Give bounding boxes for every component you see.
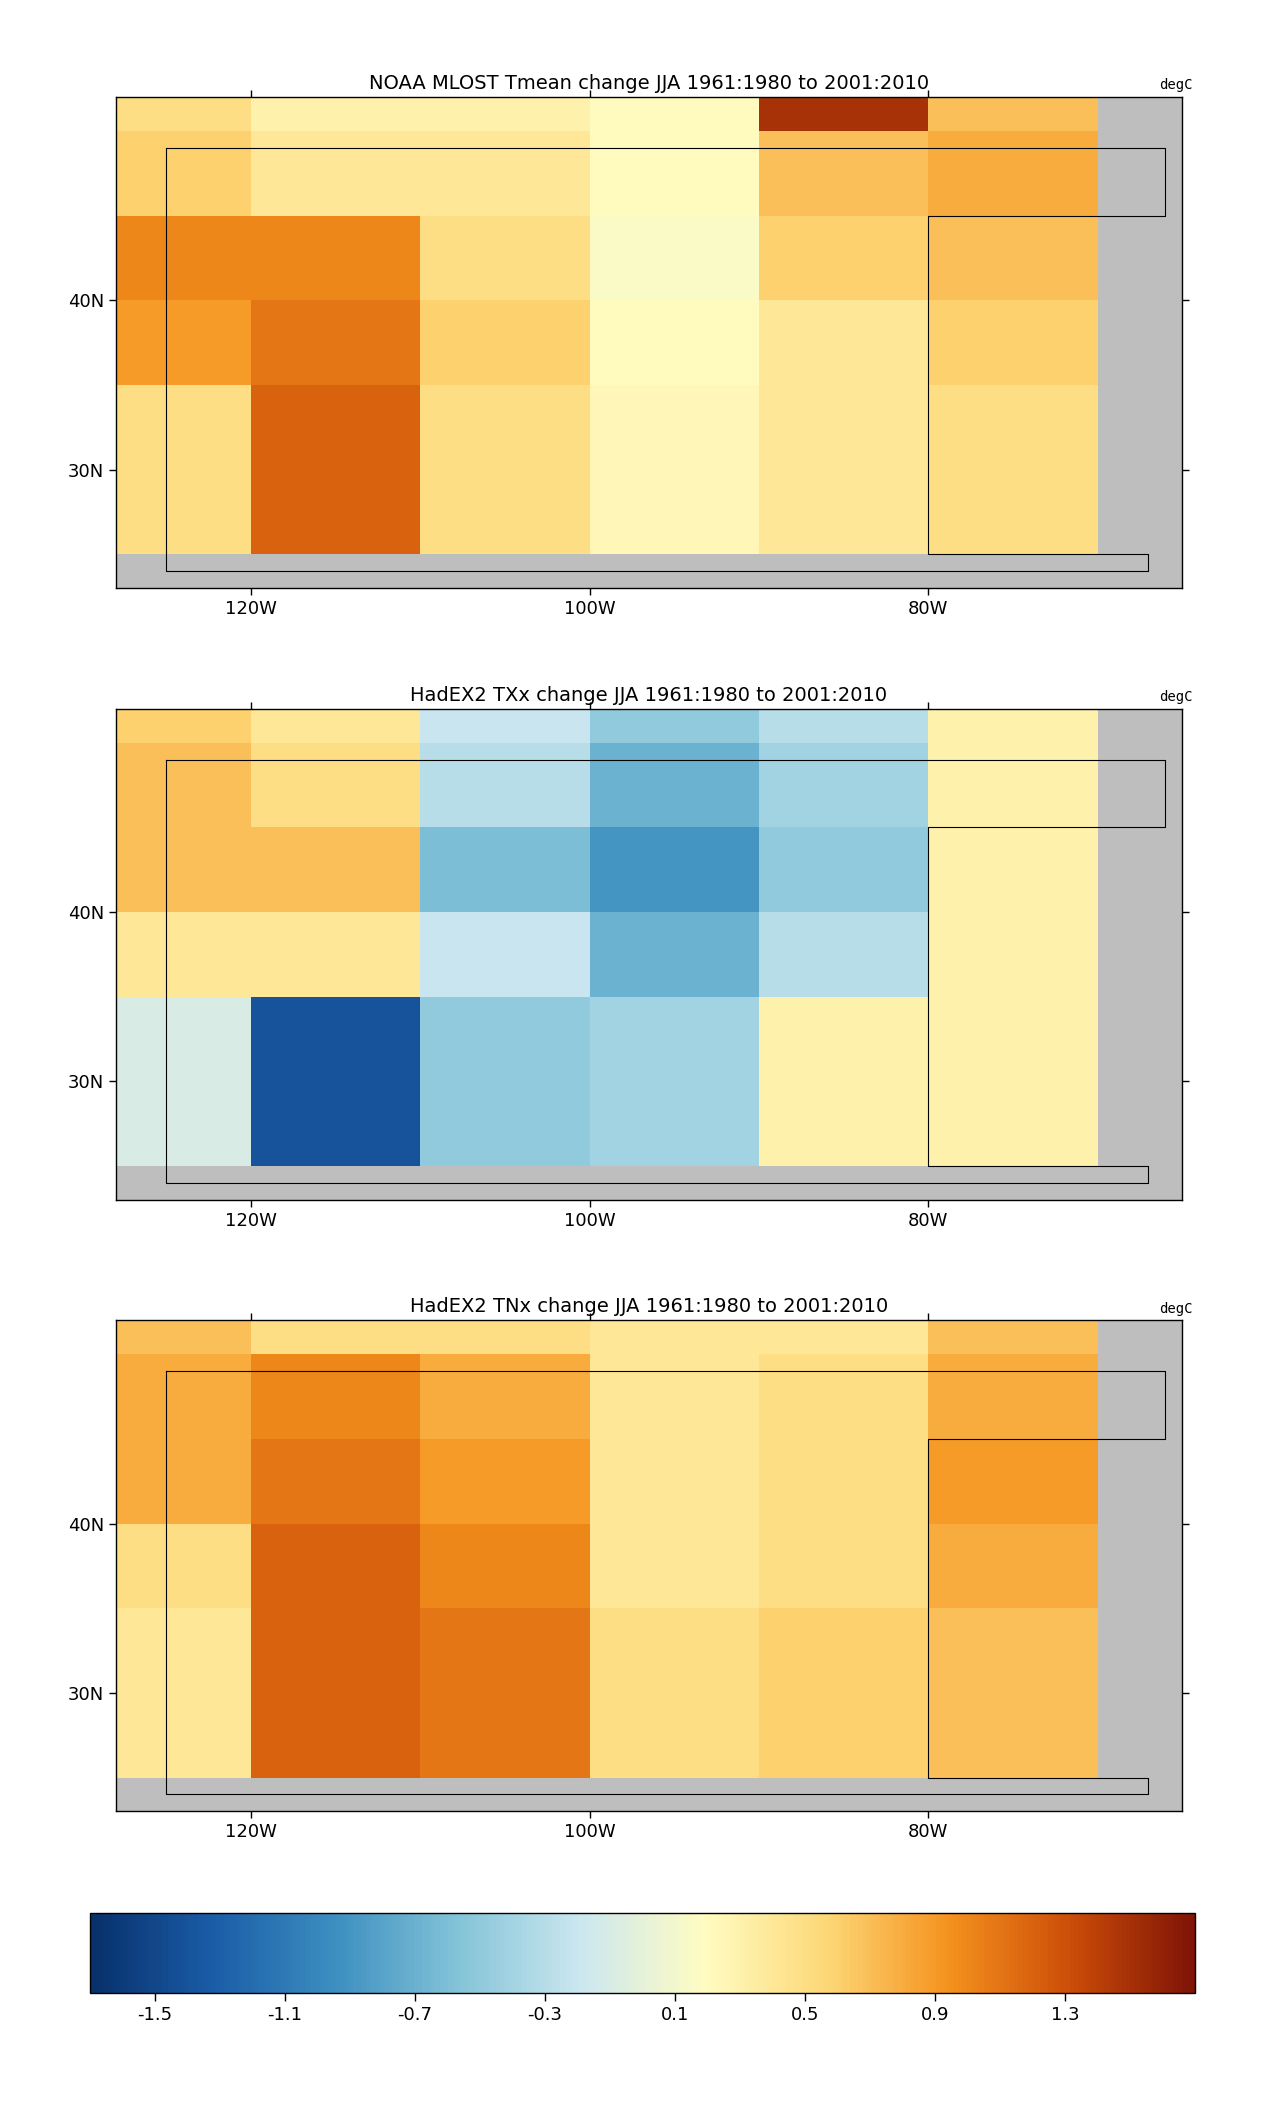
Bar bbox=[251, 1270, 420, 1438]
Bar bbox=[420, 742, 590, 911]
Bar bbox=[759, 1523, 928, 1694]
Bar bbox=[251, 1523, 420, 1694]
Bar bbox=[928, 742, 1097, 911]
Bar bbox=[759, 386, 928, 555]
Bar bbox=[251, 299, 420, 470]
Bar bbox=[928, 1609, 1097, 1778]
Bar bbox=[928, 911, 1097, 1082]
Bar bbox=[759, 1438, 928, 1609]
Bar bbox=[928, 131, 1097, 299]
Bar bbox=[590, 131, 759, 299]
Bar bbox=[420, 911, 590, 1082]
Bar bbox=[759, 1609, 928, 1778]
Bar bbox=[590, 998, 759, 1166]
Bar bbox=[420, 1609, 590, 1778]
Bar bbox=[590, 827, 759, 998]
Bar bbox=[590, 1270, 759, 1438]
Bar bbox=[82, 658, 251, 827]
Bar bbox=[759, 911, 928, 1082]
Bar bbox=[928, 1270, 1097, 1438]
Bar bbox=[759, 658, 928, 827]
Bar bbox=[82, 386, 251, 555]
Bar bbox=[251, 1354, 420, 1523]
Bar bbox=[590, 299, 759, 470]
Bar bbox=[759, 1354, 928, 1523]
Bar bbox=[420, 1523, 590, 1694]
Bar bbox=[251, 131, 420, 299]
Text: degC: degC bbox=[1159, 78, 1192, 93]
Bar bbox=[420, 215, 590, 386]
Bar bbox=[420, 1438, 590, 1609]
Bar bbox=[82, 215, 251, 386]
Bar bbox=[590, 215, 759, 386]
Bar bbox=[82, 1523, 251, 1694]
Bar bbox=[82, 1354, 251, 1523]
Bar bbox=[82, 827, 251, 998]
Bar bbox=[251, 215, 420, 386]
Bar bbox=[420, 386, 590, 555]
Bar bbox=[251, 1438, 420, 1609]
Text: degC: degC bbox=[1159, 1301, 1192, 1316]
Title: HadEX2 TXx change JJA 1961:1980 to 2001:2010: HadEX2 TXx change JJA 1961:1980 to 2001:… bbox=[410, 685, 888, 704]
Bar bbox=[420, 827, 590, 998]
Bar bbox=[251, 827, 420, 998]
Bar bbox=[928, 658, 1097, 827]
Bar bbox=[420, 1270, 590, 1438]
Bar bbox=[251, 386, 420, 555]
Bar bbox=[590, 1523, 759, 1694]
Bar bbox=[928, 1354, 1097, 1523]
Bar bbox=[251, 911, 420, 1082]
Bar bbox=[590, 911, 759, 1082]
Bar bbox=[82, 998, 251, 1166]
Bar bbox=[420, 1354, 590, 1523]
Bar bbox=[928, 827, 1097, 998]
Bar bbox=[759, 998, 928, 1166]
Bar bbox=[590, 658, 759, 827]
Bar bbox=[759, 131, 928, 299]
Bar bbox=[82, 742, 251, 911]
Bar bbox=[759, 1270, 928, 1438]
Bar bbox=[82, 46, 251, 215]
Bar bbox=[928, 1523, 1097, 1694]
Bar bbox=[420, 299, 590, 470]
Bar bbox=[590, 1609, 759, 1778]
Bar bbox=[928, 299, 1097, 470]
Bar bbox=[590, 386, 759, 555]
Bar bbox=[420, 998, 590, 1166]
Bar bbox=[590, 1438, 759, 1609]
Bar bbox=[928, 215, 1097, 386]
Bar bbox=[590, 46, 759, 215]
Bar bbox=[82, 911, 251, 1082]
Bar bbox=[82, 299, 251, 470]
Bar bbox=[928, 386, 1097, 555]
Bar bbox=[928, 1438, 1097, 1609]
Bar bbox=[82, 131, 251, 299]
Title: NOAA MLOST Tmean change JJA 1961:1980 to 2001:2010: NOAA MLOST Tmean change JJA 1961:1980 to… bbox=[369, 74, 929, 93]
Bar bbox=[251, 1609, 420, 1778]
Title: HadEX2 TNx change JJA 1961:1980 to 2001:2010: HadEX2 TNx change JJA 1961:1980 to 2001:… bbox=[410, 1297, 888, 1316]
Bar bbox=[759, 215, 928, 386]
Bar bbox=[82, 1609, 251, 1778]
Text: degC: degC bbox=[1159, 690, 1192, 704]
Bar bbox=[82, 1270, 251, 1438]
Bar bbox=[759, 46, 928, 215]
Bar bbox=[251, 46, 420, 215]
Bar bbox=[420, 658, 590, 827]
Bar bbox=[251, 658, 420, 827]
Bar bbox=[251, 742, 420, 911]
Bar bbox=[420, 131, 590, 299]
Bar bbox=[420, 46, 590, 215]
Bar bbox=[251, 998, 420, 1166]
Bar bbox=[928, 998, 1097, 1166]
Bar bbox=[759, 299, 928, 470]
Bar bbox=[759, 827, 928, 998]
Bar bbox=[928, 46, 1097, 215]
Bar bbox=[82, 1438, 251, 1609]
Bar bbox=[759, 742, 928, 911]
Bar bbox=[590, 742, 759, 911]
Bar bbox=[590, 1354, 759, 1523]
